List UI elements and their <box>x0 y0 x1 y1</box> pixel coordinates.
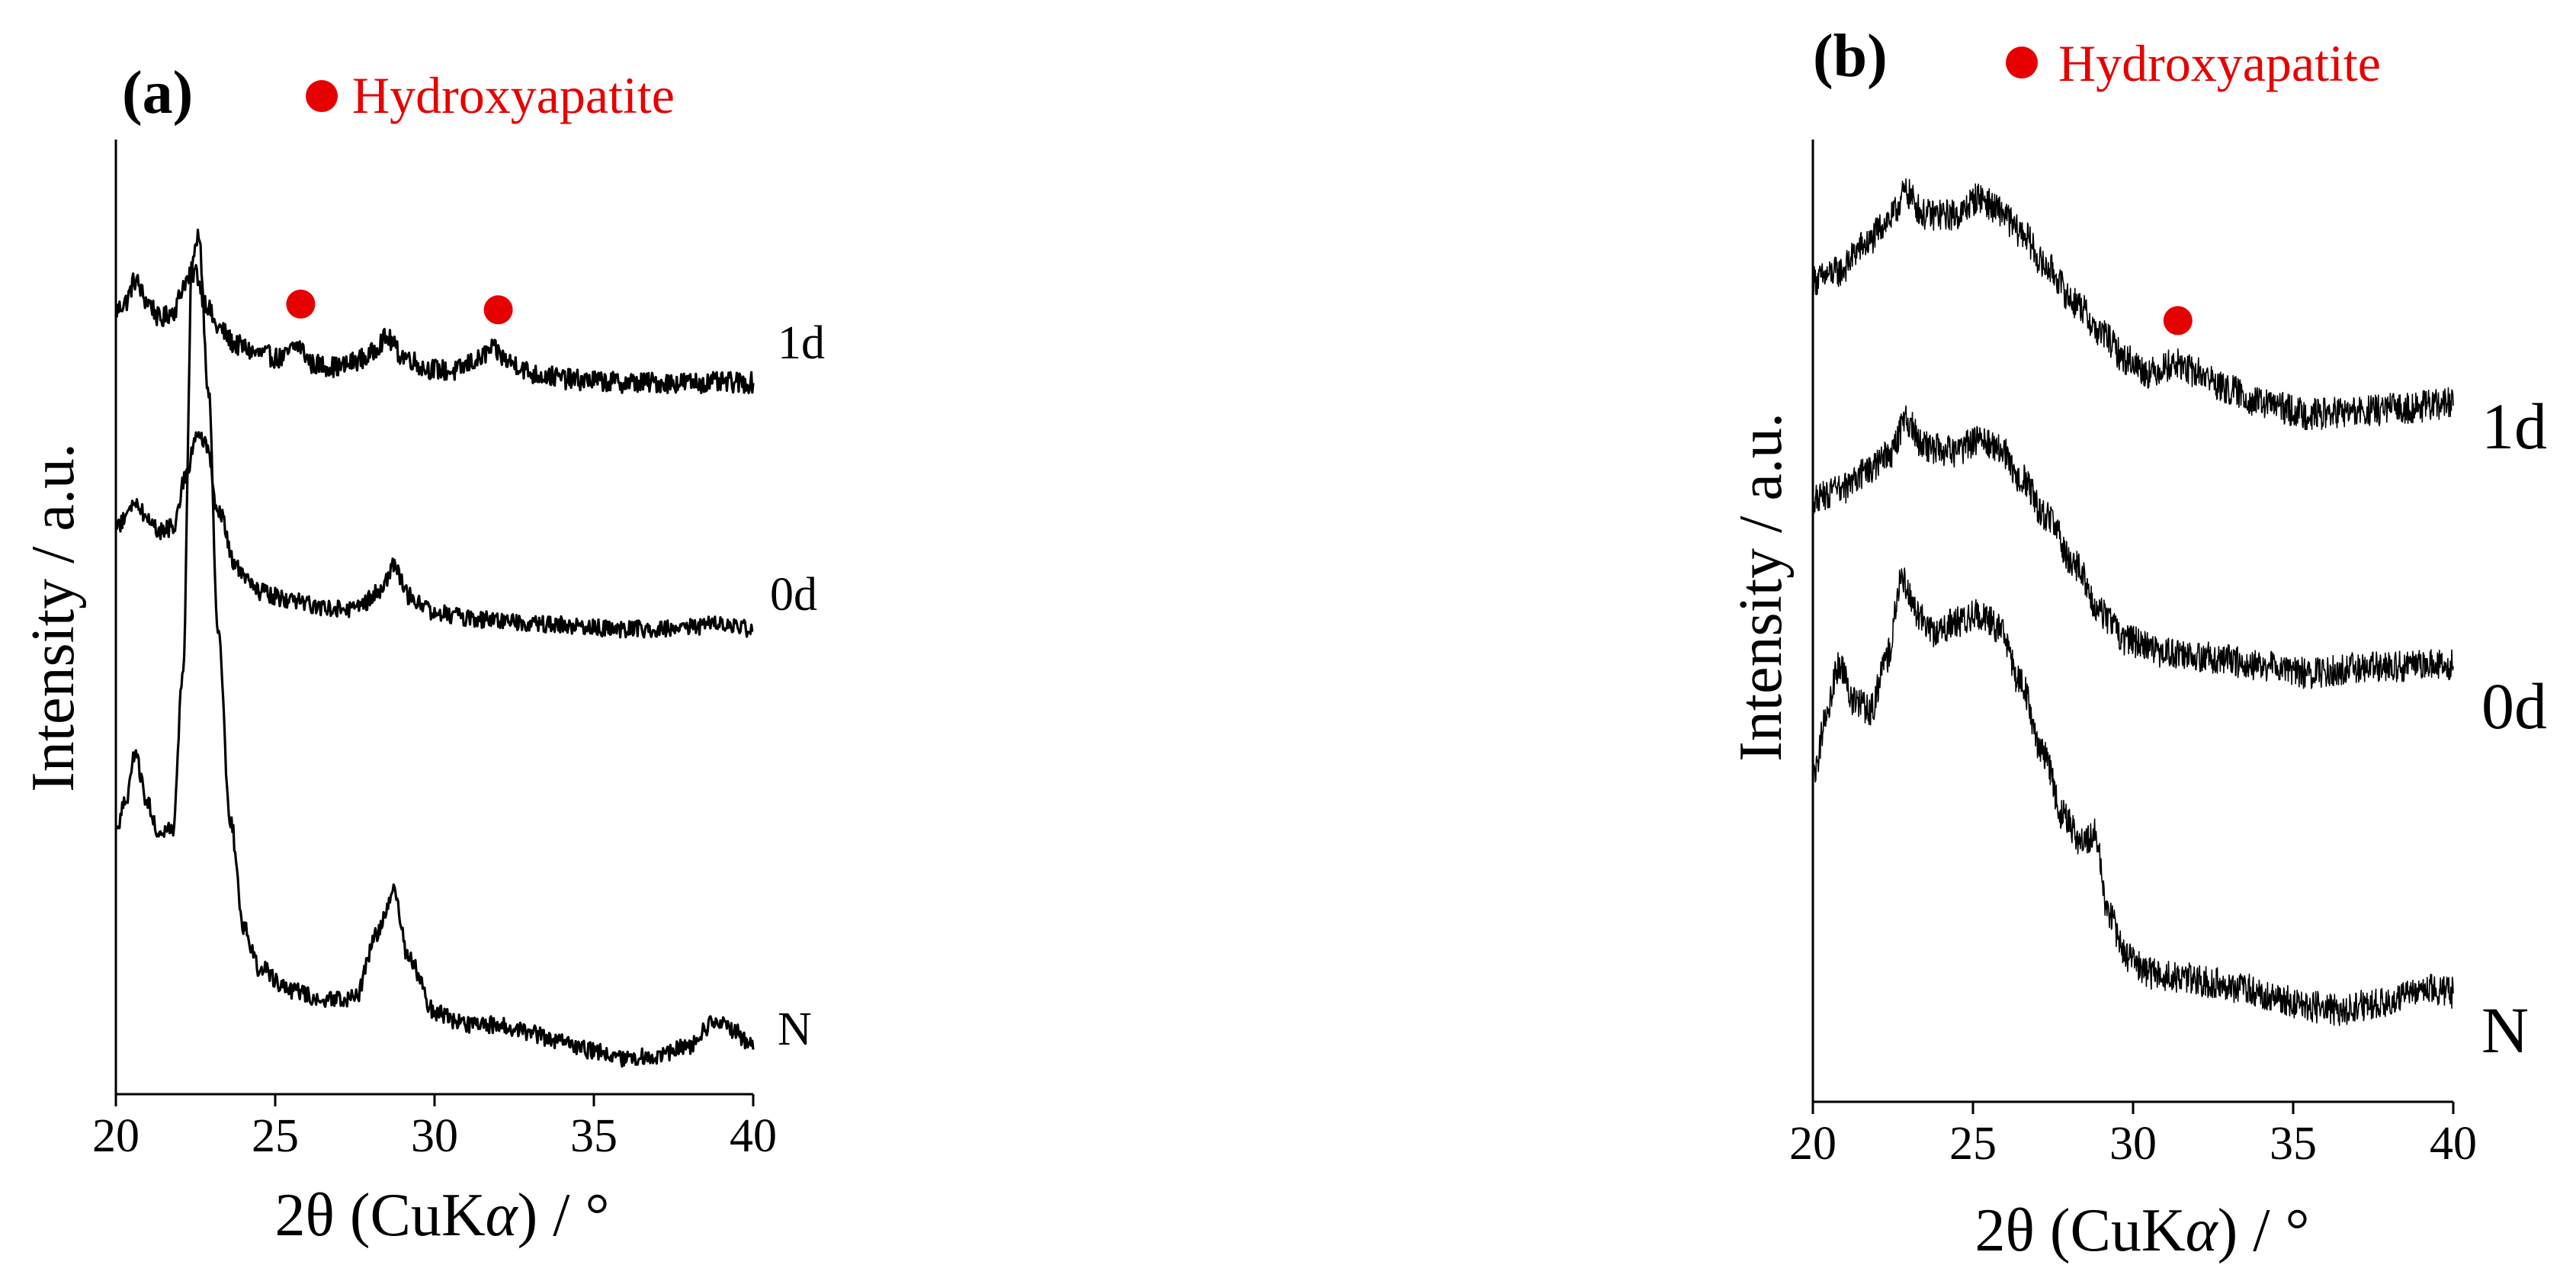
series-label-n: N <box>2481 994 2529 1067</box>
x-axis-label: 2θ (CuKα) / ° <box>275 1182 610 1249</box>
series-line-0d <box>114 431 754 639</box>
x-ticks <box>114 1094 755 1106</box>
tick-label-35: 35 <box>570 1110 618 1162</box>
tick-label-25: 25 <box>252 1110 299 1162</box>
panel-label: (a) <box>122 59 193 127</box>
series-layer <box>1812 178 2454 1026</box>
panel-b: (b) Hydroxyapatite 20 25 30 35 40 2θ (Cu… <box>1727 23 2547 1264</box>
series-layer <box>114 228 755 1068</box>
tick-label-40: 40 <box>730 1110 777 1162</box>
x-axis-label: 2θ (CuKα) / ° <box>1975 1197 2310 1264</box>
legend-marker <box>306 80 338 112</box>
tick-label-30: 30 <box>2109 1118 2157 1170</box>
hydroxyapatite-marker <box>483 295 513 325</box>
series-labels: 1d 0d N <box>770 317 825 1055</box>
tick-label-20: 20 <box>1789 1118 1837 1170</box>
legend-marker <box>2006 47 2038 79</box>
series-label-n: N <box>778 1003 812 1055</box>
series-label-1d: 1d <box>778 317 825 369</box>
tick-label-35: 35 <box>2270 1118 2317 1170</box>
x-tick-labels: 20 25 30 35 40 <box>92 1110 777 1162</box>
series-line-1d <box>1812 178 2454 431</box>
x-ticks <box>1811 1102 2455 1114</box>
series-label-1d: 1d <box>2481 390 2547 463</box>
marker-layer <box>2163 306 2193 336</box>
marker-layer <box>286 289 513 325</box>
series-label-0d: 0d <box>770 569 817 621</box>
panel-a: (a) Hydroxyapatite 20 25 30 35 40 2θ (Cu… <box>20 59 825 1249</box>
series-label-0d: 0d <box>2481 669 2547 743</box>
series-line-1d <box>114 262 755 394</box>
series-line-0d <box>1812 405 2454 689</box>
hydroxyapatite-marker <box>286 289 316 319</box>
panel-label: (b) <box>1813 23 1888 90</box>
x-tick-labels: 20 25 30 35 40 <box>1789 1118 2477 1170</box>
y-axis-label: Intensity / a.u. <box>1727 413 1795 762</box>
series-line-n <box>114 228 755 1068</box>
y-axis-label: Intensity / a.u. <box>20 443 87 792</box>
legend-label: Hydroxyapatite <box>2058 34 2381 92</box>
tick-label-30: 30 <box>411 1110 458 1162</box>
hydroxyapatite-marker <box>2163 306 2193 336</box>
tick-label-20: 20 <box>92 1110 140 1162</box>
tick-label-25: 25 <box>1949 1118 1997 1170</box>
legend-label: Hydroxyapatite <box>352 66 675 124</box>
tick-label-40: 40 <box>2430 1118 2477 1170</box>
series-line-n <box>1812 567 2454 1026</box>
series-labels: 1d 0d N <box>2481 390 2547 1067</box>
